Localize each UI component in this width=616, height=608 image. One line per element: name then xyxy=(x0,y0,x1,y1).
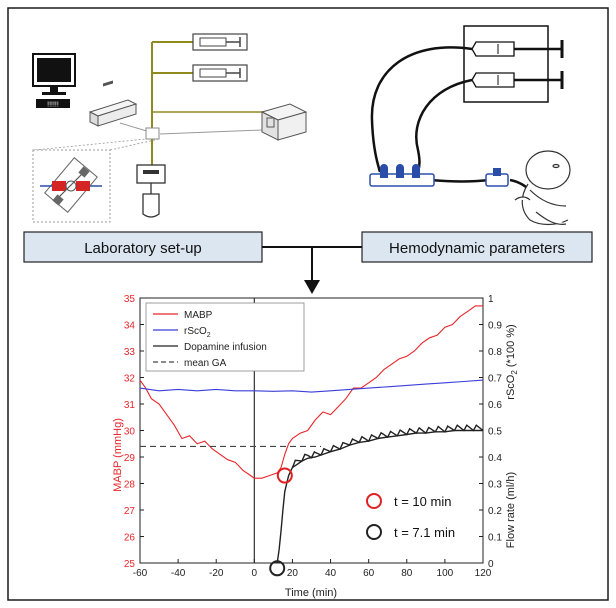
monitor-icon xyxy=(32,53,76,95)
y-right-axis-ticks: 0 0.1 0.2 0.3 0.4 0.5 0.6 0.7 0.8 0.9 1 xyxy=(479,294,502,570)
y-left-tick-label: 32 xyxy=(124,374,136,385)
analyzer-device-icon xyxy=(260,103,308,141)
series-rsco2 xyxy=(139,379,484,393)
keyboard-icon: !!!!!! xyxy=(36,99,70,109)
plot-marker-red xyxy=(276,467,293,484)
annotation-label-black: t = 7.1 min xyxy=(394,525,455,540)
dual-syringe-pump-icon xyxy=(463,25,549,103)
y-right-tick-label: 0.2 xyxy=(488,506,502,517)
arrow-head-icon xyxy=(304,280,320,294)
infusion-tubing xyxy=(370,46,531,191)
y-right-tick-label: 0.1 xyxy=(488,533,502,544)
label-hemodynamic-parameters: Hemodynamic parameters xyxy=(389,240,565,257)
hemodynamic-illustration xyxy=(369,25,571,226)
y-left-tick-label: 29 xyxy=(124,453,136,464)
series-layer xyxy=(139,305,484,564)
y-left-tick-label: 28 xyxy=(124,480,136,491)
x-tick-label: 40 xyxy=(325,568,337,579)
y-left-tick-label: 34 xyxy=(124,321,136,332)
y-left-axis-label: MABP (mmHg) xyxy=(112,418,124,492)
y-left-tick-label: 33 xyxy=(124,347,136,358)
y-left-tick-label: 26 xyxy=(124,533,136,544)
junction-marker xyxy=(145,127,160,140)
legend: MABP rScO2 Dopamine infusion mean GA xyxy=(145,302,305,372)
y-right-tick-label: 0 xyxy=(488,559,494,570)
y-left-tick-label: 31 xyxy=(124,400,136,411)
y-left-tick-label: 30 xyxy=(124,427,136,438)
flow-sensor-icon xyxy=(136,164,166,218)
y-right-axis-label-top: rScO2 (*100 %) xyxy=(505,324,519,399)
x-tick-label: 80 xyxy=(401,568,413,579)
y-left-axis-ticks: 25 26 27 28 29 30 31 32 33 34 35 xyxy=(124,294,144,570)
x-tick-label: -40 xyxy=(171,568,186,579)
y-right-tick-label: 0.9 xyxy=(488,321,502,332)
plot-marker-black xyxy=(269,560,286,577)
chart: -60 -40 -20 0 20 40 60 80 100 120 25 26 27 28 29 30 31 3… xyxy=(112,294,519,599)
y-left-tick-label: 27 xyxy=(124,506,136,517)
merge-arrow xyxy=(262,246,362,282)
annotation-legend: t = 10 min t = 7.1 min xyxy=(366,493,455,540)
y-right-tick-label: 0.6 xyxy=(488,400,502,411)
y-right-tick-label: 0.7 xyxy=(488,374,502,385)
y-left-tick-label: 25 xyxy=(124,559,136,570)
x-axis-ticks: -60 -40 -20 0 20 40 60 80 100 120 xyxy=(133,559,492,579)
legend-label-rsco2: rScO2 xyxy=(184,326,211,339)
infant-icon xyxy=(514,150,571,226)
x-tick-label: -60 xyxy=(133,568,148,579)
figure-frame xyxy=(7,7,609,601)
annotation-label-red: t = 10 min xyxy=(394,494,451,509)
manifold-connector-icon xyxy=(369,164,509,187)
y-right-axis-label-bottom: Flow rate (ml/h) xyxy=(505,472,517,548)
x-tick-label: 20 xyxy=(287,568,299,579)
series-dopamine-infusion xyxy=(276,429,483,564)
x-tick-label: 60 xyxy=(363,568,375,579)
syringe-bottom-icon xyxy=(471,71,564,89)
x-axis-label: Time (min) xyxy=(285,587,337,599)
series-mabp xyxy=(139,305,483,479)
syringe-top-icon xyxy=(471,40,564,58)
label-laboratory-setup: Laboratory set-up xyxy=(84,240,202,257)
y-right-tick-label: 1 xyxy=(488,294,494,305)
label-box-hemodynamic: Hemodynamic parameters xyxy=(361,231,593,263)
label-box-laboratory: Laboratory set-up xyxy=(23,231,263,263)
annotation-marker-black-icon xyxy=(366,524,382,540)
y-right-tick-label: 0.4 xyxy=(488,453,502,464)
legend-label-dopamine: Dopamine infusion xyxy=(184,342,267,353)
annotation-marker-red-icon xyxy=(366,493,382,509)
x-tick-label: -20 xyxy=(209,568,224,579)
series-dopamine-ripple xyxy=(291,424,484,468)
x-tick-label: 100 xyxy=(437,568,454,579)
y-right-tick-label: 0.5 xyxy=(488,427,502,438)
connector-detail-inset xyxy=(32,138,160,223)
syringe-pump-bottom-icon xyxy=(192,64,248,82)
syringe-pump-top-icon xyxy=(192,33,248,51)
keyboard-text: !!!!!! xyxy=(47,102,59,109)
legend-label-mean-ga: mean GA xyxy=(184,358,227,369)
controller-box-icon xyxy=(88,80,138,127)
x-tick-label: 0 xyxy=(252,568,258,579)
annotation-markers xyxy=(269,467,293,577)
y-right-tick-label: 0.8 xyxy=(488,347,502,358)
laboratory-setup-illustration: !!!!!! xyxy=(32,33,308,223)
legend-label-mabp: MABP xyxy=(184,310,213,321)
y-left-tick-label: 35 xyxy=(124,294,136,305)
y-right-tick-label: 0.3 xyxy=(488,480,502,491)
x-tick-label: 120 xyxy=(475,568,492,579)
